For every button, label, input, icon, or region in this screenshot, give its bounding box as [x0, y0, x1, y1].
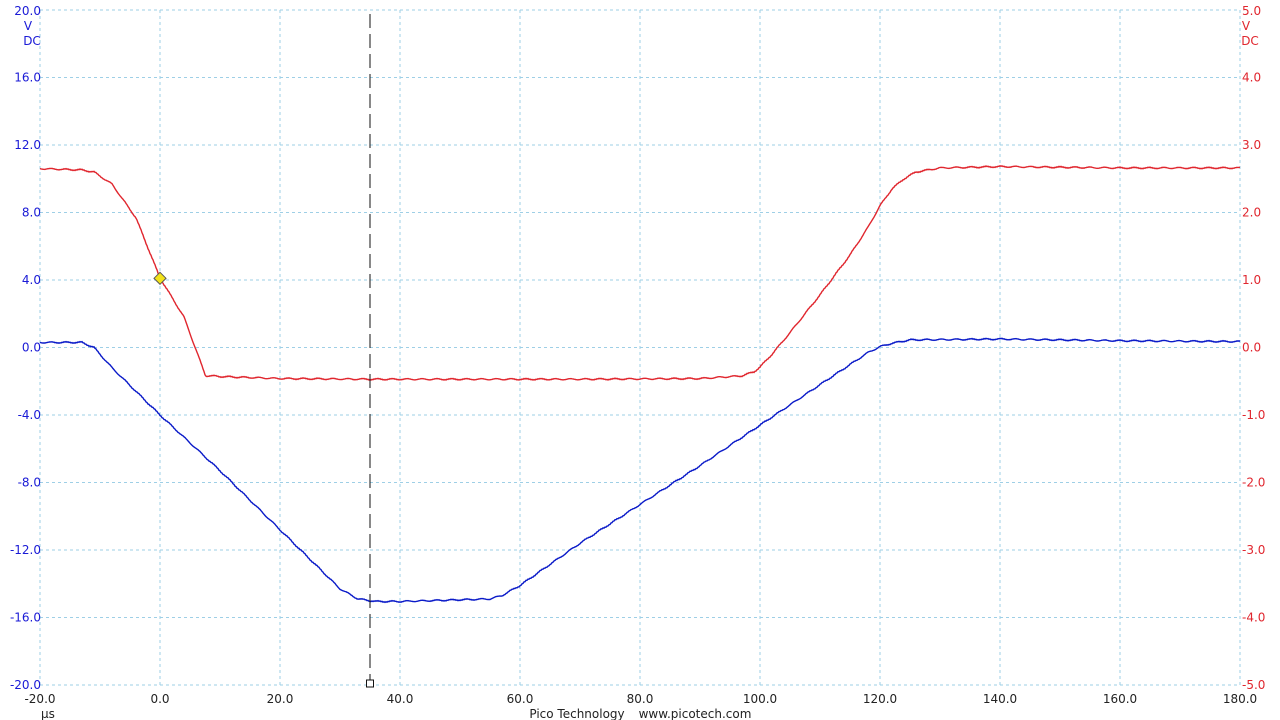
right-axis-tick-label: 5.0: [1242, 4, 1261, 18]
x-axis: -20.0 0.0 20.0 40.0 60.0 80.0 100.0 120.0 140.0 1…: [24, 692, 1257, 706]
right-axis-tick-label: 4.0: [1242, 71, 1261, 85]
x-axis-tick-label: 40.0: [387, 692, 414, 706]
x-axis-tick-label: 80.0: [627, 692, 654, 706]
left-axis: 20.0 16.0 12.0 8.0 4.0 0.0 -4.0 -8.0 -12.0 -16.0 -…: [10, 4, 41, 692]
x-axis-tick-label: 180.0: [1223, 692, 1257, 706]
right-axis-tick-label: 3.0: [1242, 138, 1261, 152]
left-axis-tick-label: 12.0: [14, 138, 41, 152]
x-axis-tick-label: 0.0: [150, 692, 169, 706]
right-axis-tick-label: -5.0: [1242, 678, 1265, 692]
x-axis-tick-label: 20.0: [267, 692, 294, 706]
left-axis-tick-label: -4.0: [18, 408, 41, 422]
right-axis-tick-label: -4.0: [1242, 611, 1265, 625]
right-axis-unit: V: [1242, 19, 1251, 33]
time-ruler-handle[interactable]: [366, 679, 374, 688]
left-axis-tick-label: 16.0: [14, 71, 41, 85]
x-axis-tick-label: 60.0: [507, 692, 534, 706]
left-axis-coupling: DC: [23, 34, 41, 48]
left-axis-tick-label: 4.0: [22, 273, 41, 287]
left-axis-unit: V: [24, 19, 33, 33]
series-channel-b-line: [39, 165, 1241, 381]
right-axis-tick-label: -3.0: [1242, 543, 1265, 557]
right-axis-tick-label: -2.0: [1242, 476, 1265, 490]
left-axis-tick-label: -16.0: [10, 611, 41, 625]
left-axis-tick-label: 8.0: [22, 206, 41, 220]
left-axis-tick-label: -12.0: [10, 543, 41, 557]
x-axis-tick-label: 160.0: [1103, 692, 1137, 706]
x-axis-tick-label: -20.0: [24, 692, 55, 706]
right-axis: 5.0 4.0 3.0 2.0 1.0 0.0 -1.0 -2.0 -3.0 -4.0 -5.0: [1242, 4, 1265, 692]
x-axis-tick-label: 100.0: [743, 692, 777, 706]
series-channel-a-line: [39, 337, 1241, 604]
footer-url: www.picotech.com: [639, 707, 752, 720]
right-axis-tick-label: 2.0: [1242, 206, 1261, 220]
x-axis-tick-label: 140.0: [983, 692, 1017, 706]
right-axis-tick-label: -1.0: [1242, 408, 1265, 422]
x-axis-tick-label: 120.0: [863, 692, 897, 706]
x-axis-unit: µs: [41, 707, 55, 720]
trigger-marker-icon[interactable]: [153, 271, 167, 286]
left-axis-tick-label: -20.0: [10, 678, 41, 692]
right-axis-tick-label: 1.0: [1242, 273, 1261, 287]
left-axis-tick-label: 20.0: [14, 4, 41, 18]
left-axis-tick-label: 0.0: [22, 341, 41, 355]
right-axis-coupling: DC: [1241, 34, 1259, 48]
footer-brand: Pico Technology: [529, 707, 624, 720]
left-axis-tick-label: -8.0: [18, 476, 41, 490]
right-axis-tick-label: 0.0: [1242, 341, 1261, 355]
grid: [39, 9, 1241, 686]
